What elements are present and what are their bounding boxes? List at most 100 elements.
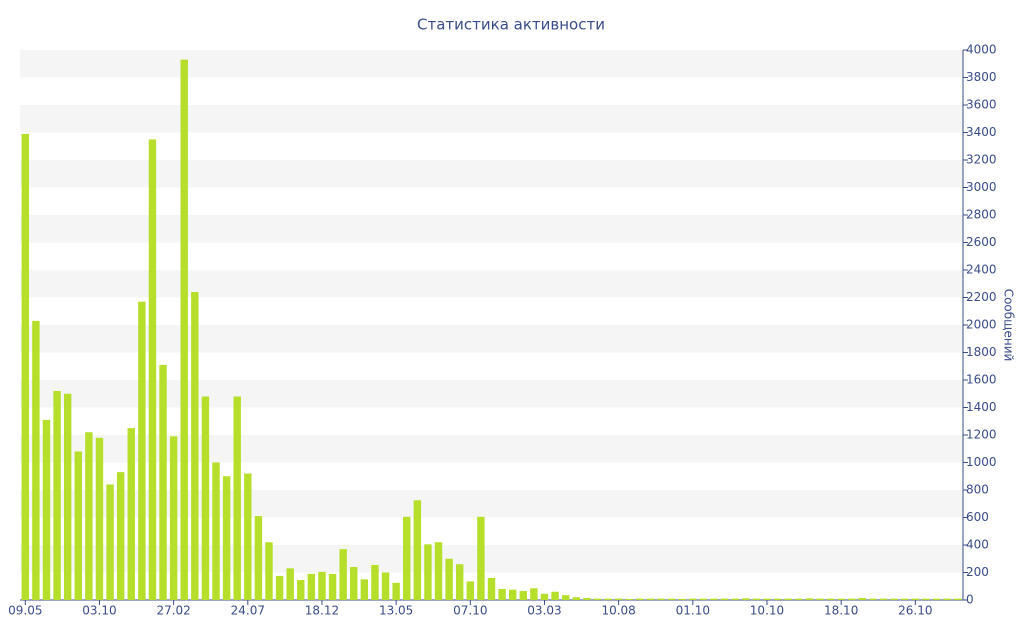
bar	[583, 597, 591, 600]
bar	[752, 598, 761, 600]
bar	[519, 591, 527, 600]
bar	[318, 571, 326, 600]
bar	[795, 598, 803, 600]
bar	[699, 598, 708, 600]
bar	[307, 573, 316, 600]
bar	[731, 598, 739, 600]
x-tick-label: 07.10	[453, 604, 487, 618]
y-tick-label: 3200	[966, 153, 997, 167]
bar	[434, 542, 443, 600]
x-tick-label: 26.10	[898, 604, 932, 618]
x-tick-label: 10.10	[750, 604, 784, 618]
y-tick-label: 600	[966, 510, 989, 524]
bar	[148, 139, 157, 600]
bar	[805, 598, 814, 600]
grid-band	[20, 380, 963, 408]
bar	[339, 549, 347, 600]
bar	[265, 542, 273, 600]
bar	[625, 598, 633, 600]
bar	[561, 595, 570, 600]
x-tick-label: 18.10	[824, 604, 858, 618]
bar	[116, 472, 125, 600]
x-tick-label: 27.02	[156, 604, 190, 618]
x-tick-label: 24.07	[231, 604, 265, 618]
bar	[42, 419, 51, 600]
y-tick-label: 3000	[966, 180, 997, 194]
bar	[275, 575, 284, 600]
bar	[678, 598, 686, 600]
bar	[286, 568, 294, 600]
y-tick-label: 3600	[966, 98, 997, 112]
bar	[85, 432, 93, 600]
bar	[848, 598, 856, 600]
bar	[244, 473, 252, 600]
bar	[201, 396, 210, 600]
bar	[413, 500, 422, 600]
bar	[720, 598, 729, 600]
bar	[667, 598, 676, 600]
bar	[350, 567, 358, 600]
bar	[879, 598, 888, 600]
y-tick-label: 2600	[966, 235, 997, 249]
bar	[328, 573, 337, 600]
y-tick-label: 800	[966, 483, 989, 497]
y-tick-label: 1000	[966, 455, 997, 469]
bar	[424, 544, 432, 600]
bar	[445, 558, 453, 600]
bar	[53, 391, 61, 600]
bar	[816, 598, 824, 600]
chart-title: Статистика активности	[417, 16, 605, 34]
bar	[763, 598, 771, 600]
x-tick-label: 13.05	[379, 604, 413, 618]
bar	[922, 598, 930, 600]
bar	[540, 593, 549, 600]
grid-band	[20, 215, 963, 243]
bar	[74, 451, 82, 600]
bar	[159, 364, 167, 600]
bar	[403, 516, 411, 600]
x-tick-label: 03.03	[527, 604, 561, 618]
bar	[254, 516, 263, 600]
bar	[953, 598, 962, 600]
bar	[381, 572, 390, 600]
bar	[614, 598, 623, 600]
bar	[180, 59, 188, 600]
y-tick-label: 1800	[966, 345, 997, 359]
bar	[371, 564, 379, 600]
bar	[169, 436, 178, 600]
x-tick-label: 10.08	[601, 604, 635, 618]
bar	[636, 598, 644, 600]
y-axis-label: Сообщений	[1002, 289, 1016, 362]
bar	[466, 581, 475, 600]
bar	[742, 598, 750, 600]
y-tick-label: 2400	[966, 263, 997, 277]
bar	[911, 598, 920, 600]
bar	[233, 396, 241, 600]
bar	[593, 598, 602, 600]
bar	[95, 437, 104, 600]
bar	[32, 320, 40, 600]
bar	[508, 589, 517, 600]
bar	[191, 292, 199, 600]
bar	[943, 598, 951, 600]
bar	[890, 598, 898, 600]
x-tick-label: 09.05	[8, 604, 42, 618]
grid-band	[20, 270, 963, 298]
y-tick-label: 2800	[966, 208, 997, 222]
grid-band	[20, 50, 963, 78]
x-tick-label: 18.12	[305, 604, 339, 618]
bar	[530, 588, 538, 600]
y-tick-label: 4000	[966, 43, 997, 57]
bar	[297, 580, 305, 600]
y-tick-label: 0	[966, 593, 974, 607]
y-tick-label: 2000	[966, 318, 997, 332]
bar	[392, 582, 400, 600]
bar	[222, 476, 231, 600]
bar	[784, 598, 792, 600]
bar	[646, 598, 655, 600]
bar	[477, 516, 485, 600]
bar	[487, 578, 496, 600]
bar	[63, 393, 72, 600]
bar	[551, 591, 559, 600]
